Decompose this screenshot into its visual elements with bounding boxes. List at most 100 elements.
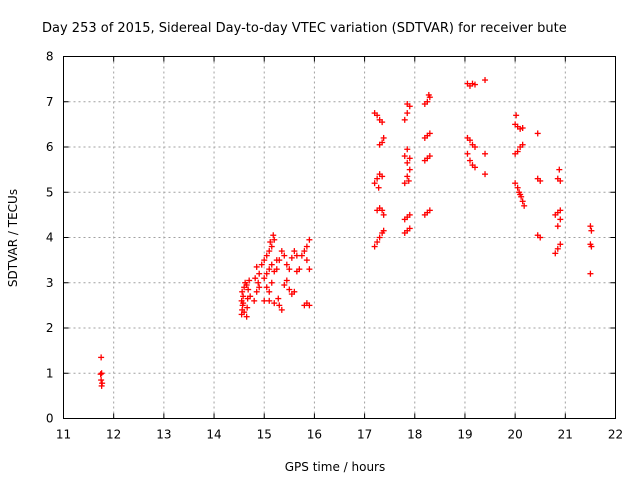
data-point <box>275 295 282 302</box>
data-point <box>521 202 528 209</box>
data-point <box>268 243 275 250</box>
data-point <box>281 252 288 259</box>
data-point <box>246 277 253 284</box>
data-point <box>552 250 559 257</box>
data-point <box>239 288 246 295</box>
data-point <box>466 137 473 144</box>
data-point <box>291 288 298 295</box>
data-point <box>466 157 473 164</box>
y-tick-label: 4 <box>46 231 54 245</box>
data-point <box>271 300 278 307</box>
data-point <box>514 148 521 155</box>
data-point <box>306 302 313 309</box>
data-point <box>482 150 489 157</box>
data-point <box>283 277 290 284</box>
data-point <box>424 98 431 105</box>
data-point <box>537 234 544 241</box>
plot-border <box>63 56 616 419</box>
data-point <box>301 248 308 255</box>
data-point <box>557 241 564 248</box>
data-point <box>293 252 300 259</box>
data-point <box>98 377 105 384</box>
data-point <box>557 207 564 214</box>
data-point <box>537 177 544 184</box>
data-point <box>261 257 268 264</box>
data-point <box>303 257 310 264</box>
data-point <box>256 284 263 291</box>
data-point <box>380 211 387 218</box>
data-point <box>374 112 381 119</box>
data-point <box>406 225 413 232</box>
data-point <box>554 245 561 252</box>
y-tick-label: 0 <box>46 412 54 426</box>
data-point <box>288 254 295 261</box>
data-point <box>306 236 313 243</box>
data-point <box>240 300 247 307</box>
data-point <box>252 275 259 282</box>
data-point <box>240 293 247 300</box>
data-point <box>261 275 268 282</box>
grid <box>63 56 616 419</box>
data-point <box>273 266 280 273</box>
x-tick-label: 15 <box>257 428 272 442</box>
data-point <box>471 144 478 150</box>
data-point <box>376 234 383 241</box>
data-point <box>517 191 524 198</box>
data-point <box>281 282 288 289</box>
data-point <box>519 124 526 131</box>
data-point <box>404 146 411 153</box>
data-point <box>98 354 105 361</box>
x-tick-label: 17 <box>357 428 372 442</box>
data-point <box>588 227 595 234</box>
data-point <box>554 223 561 230</box>
x-tick-label: 19 <box>457 428 472 442</box>
data-point <box>587 270 594 277</box>
data-point <box>514 184 521 191</box>
data-point <box>263 270 270 277</box>
data-point <box>243 282 250 289</box>
data-point <box>405 177 412 184</box>
x-tick-label: 14 <box>206 428 221 442</box>
data-point <box>263 252 270 259</box>
data-point <box>557 177 564 184</box>
x-tick-label: 13 <box>156 428 171 442</box>
data-point <box>255 279 262 286</box>
data-point <box>256 270 263 277</box>
x-tick-label: 20 <box>507 428 522 442</box>
data-point <box>587 223 594 230</box>
data-point <box>471 81 478 88</box>
data-point <box>513 112 520 119</box>
data-point <box>379 119 386 126</box>
data-point <box>379 173 386 180</box>
y-tick-label: 3 <box>46 276 54 290</box>
data-point <box>253 263 260 270</box>
data-point <box>374 239 381 246</box>
y-tick-label: 5 <box>46 185 54 199</box>
data-point <box>379 139 386 146</box>
data-point <box>556 166 563 173</box>
data-point <box>374 175 381 182</box>
chart-title: Day 253 of 2015, Sidereal Day-to-day VTE… <box>42 21 567 36</box>
data-point <box>286 286 293 293</box>
data-point <box>404 173 411 180</box>
y-tick-label: 8 <box>46 50 54 64</box>
data-point <box>253 288 260 295</box>
data-point <box>482 171 489 178</box>
x-tick-label: 18 <box>407 428 422 442</box>
data-point <box>380 134 387 141</box>
data-point <box>406 155 413 162</box>
data-point <box>266 248 273 255</box>
data-point <box>278 306 285 313</box>
data-point <box>371 243 378 250</box>
data-point <box>276 257 283 264</box>
data-point <box>588 243 595 250</box>
data-point <box>251 297 258 304</box>
data-point <box>258 261 265 268</box>
data-point <box>426 153 433 160</box>
data-point <box>406 211 413 218</box>
data-point <box>266 288 273 295</box>
data-point <box>97 371 104 378</box>
data-point <box>306 266 313 273</box>
